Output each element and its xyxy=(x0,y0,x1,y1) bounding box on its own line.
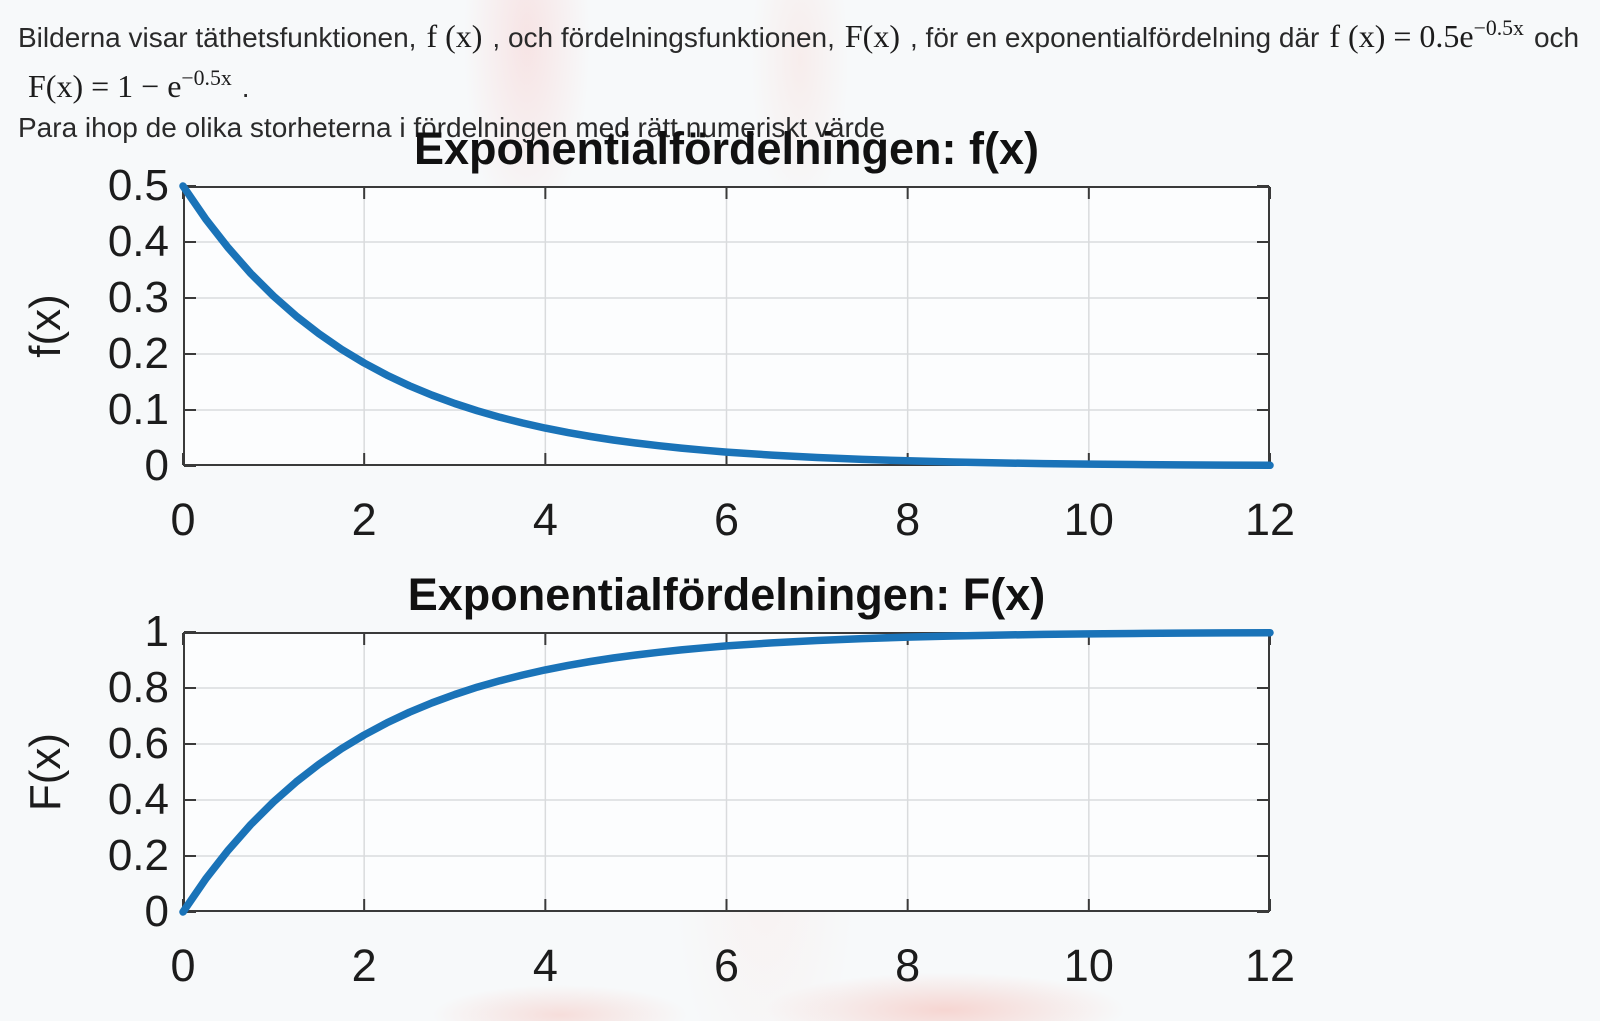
y-tick-label: 0 xyxy=(144,887,169,936)
y-tick-label: 1 xyxy=(144,607,169,656)
question-text: Bilderna visar täthetsfunktionen, f (x) , … xyxy=(18,8,1588,148)
y-tick-label: 0.1 xyxy=(107,385,169,434)
intro-text-1c: , och fördelningsfunktionen, xyxy=(492,21,835,53)
y-tick-label: 0.2 xyxy=(107,831,169,880)
intro-text-1e: , för en exponentialfördelning där xyxy=(909,21,1320,53)
chart-title-cdf: Exponentialfördelningen: F(x) xyxy=(407,569,1046,620)
y-tick-label: 0.8 xyxy=(107,663,169,712)
chart-area-pdf: Exponentialfördelningen: f(x) f(x) 0 0.1 0… xyxy=(21,123,1295,545)
y-tick-label: 0.2 xyxy=(107,329,169,378)
intro-period: . xyxy=(241,71,250,103)
y-tick-label: 0.3 xyxy=(107,273,169,322)
y-tick-label: 0 xyxy=(144,441,169,490)
x-tick-label: 0 xyxy=(170,940,196,991)
x-tick-label: 2 xyxy=(351,494,377,545)
x-tick-label: 6 xyxy=(713,940,740,991)
y-tick-label: 0.4 xyxy=(107,775,169,824)
y-tick-label: 0.5 xyxy=(107,161,169,210)
chart-title-pdf: Exponentialfördelningen: f(x) xyxy=(414,123,1039,174)
formula-fx-definition: f (x) = 0.5e−0.5x xyxy=(1329,16,1524,54)
x-tick-label: 8 xyxy=(895,940,921,991)
x-tick-label: 4 xyxy=(532,940,558,991)
intro-line-2: F(x) = 1 − e−0.5x. xyxy=(18,58,1588,108)
formula-Fx-exponent: −0.5x xyxy=(181,65,232,90)
intro-text-1a: Bilderna visar täthetsfunktionen, xyxy=(18,21,417,53)
formula-Fx-definition: F(x) = 1 − e−0.5x xyxy=(28,65,232,104)
intro-text-1h: och xyxy=(1533,21,1580,53)
formula-fx-symbol: f (x) xyxy=(426,17,483,54)
x-tick-label: 6 xyxy=(713,494,740,545)
x-tick-label: 0 xyxy=(170,494,196,545)
x-tick-label: 10 xyxy=(1063,494,1114,545)
y-tick-label: 0.4 xyxy=(107,217,169,266)
x-tick-label: 8 xyxy=(895,494,921,545)
y-tick-label: 0.6 xyxy=(107,719,169,768)
x-tick-label: 2 xyxy=(351,940,377,991)
x-tick-label: 10 xyxy=(1063,940,1114,991)
plot-box-cdf xyxy=(179,628,1274,916)
x-tick-label: 12 xyxy=(1244,494,1296,545)
intro-line-1: Bilderna visar täthetsfunktionen, f (x) , … xyxy=(18,8,1588,58)
x-tick-label: 12 xyxy=(1244,940,1296,991)
formula-Fx-symbol: F(x) xyxy=(844,17,900,54)
intro-line-3: Para ihop de olika storheterna i fördeln… xyxy=(18,111,885,143)
chart-area-cdf: Exponentialfördelningen: F(x) F(x) 0 0.2 0… xyxy=(21,569,1295,991)
x-tick-label: 4 xyxy=(532,494,558,545)
formula-fx-exponent: −0.5x xyxy=(1473,16,1524,40)
plot-box-pdf xyxy=(179,182,1274,470)
